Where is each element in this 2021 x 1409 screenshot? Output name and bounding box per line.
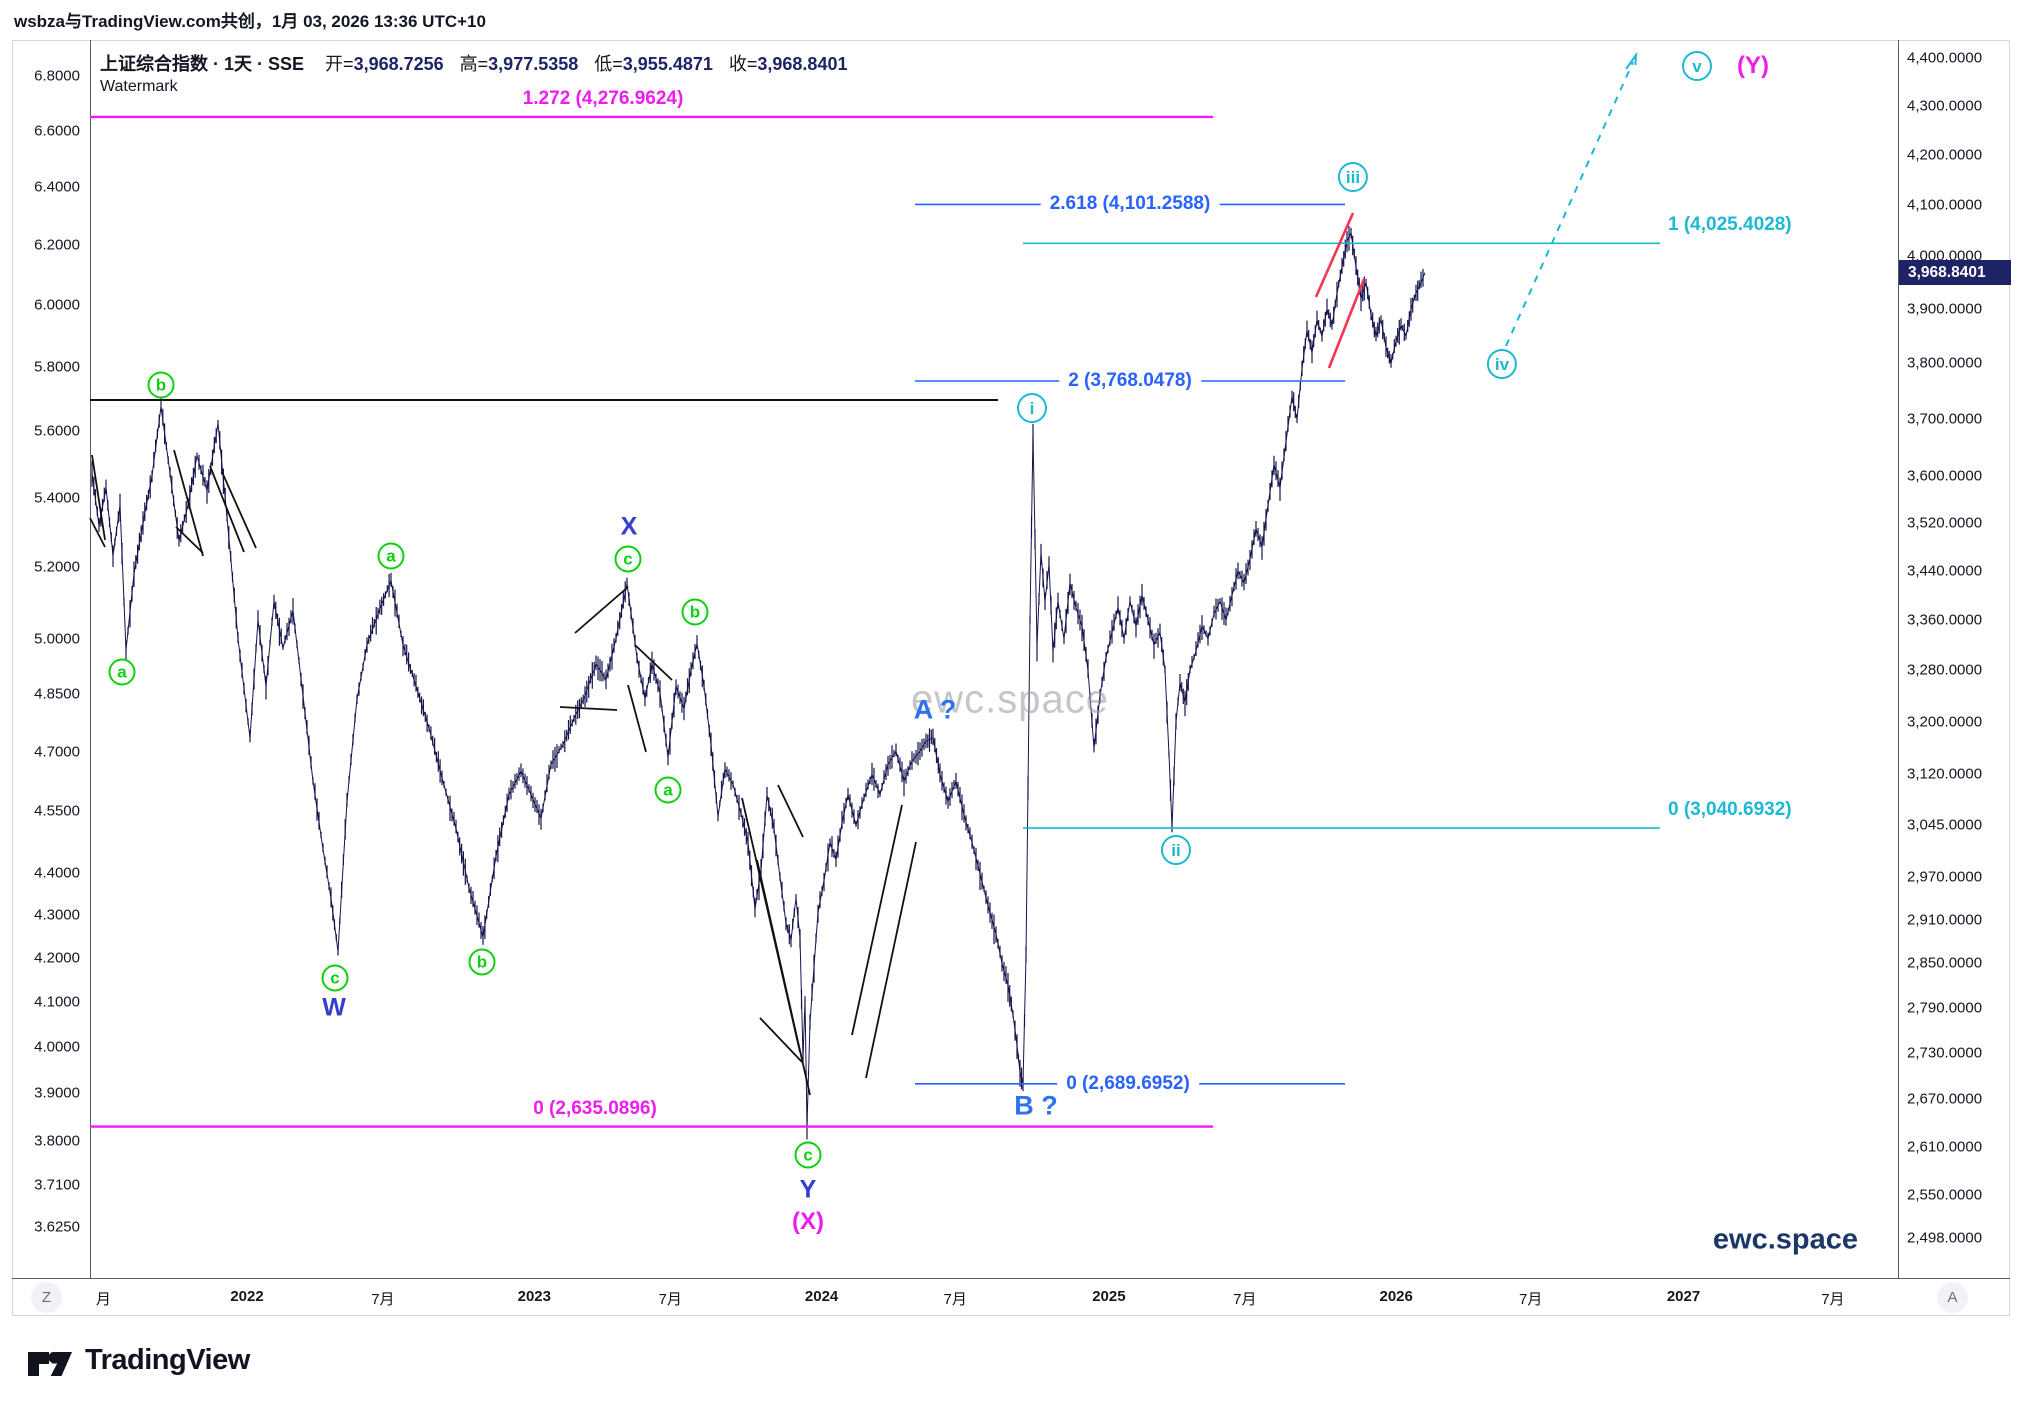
pattern-trendline[interactable] xyxy=(175,526,204,554)
chart-legend: 上证综合指数 · 1天 · SSE 开=3,968.7256 高=3,977.53… xyxy=(100,50,847,76)
pattern-trendline[interactable] xyxy=(173,449,204,557)
ohlc-field: 低=3,955.4871 xyxy=(594,54,713,74)
pattern-trendline[interactable] xyxy=(756,859,811,1096)
pattern-trendline[interactable] xyxy=(777,784,804,838)
pattern-trendline[interactable] xyxy=(221,471,257,549)
ohlc-field: 收=3,968.8401 xyxy=(728,54,848,74)
watermark-label: Watermark xyxy=(100,78,178,95)
red-channel-line[interactable] xyxy=(1327,278,1366,369)
pattern-trendline[interactable] xyxy=(209,465,245,553)
pattern-trendline[interactable] xyxy=(574,586,629,634)
pattern-trendline[interactable] xyxy=(759,1017,803,1063)
red-channel-line[interactable] xyxy=(1314,212,1355,298)
auto-scale-button[interactable]: A xyxy=(1937,1282,1968,1313)
pattern-trendline[interactable] xyxy=(91,454,106,541)
corner-watermark: ewc.space xyxy=(1712,1223,1858,1256)
pattern-trendline[interactable] xyxy=(627,684,647,753)
symbol-title: 上证综合指数 · 1天 · SSE xyxy=(100,54,305,74)
pattern-trendline[interactable] xyxy=(851,804,903,1036)
pattern-trendline[interactable] xyxy=(559,706,618,711)
pattern-trendline[interactable] xyxy=(865,841,917,1079)
ohlc-field: 高=3,977.5358 xyxy=(459,54,579,74)
price-series-line xyxy=(91,231,1426,1127)
z-scale-button[interactable]: Z xyxy=(31,1282,62,1313)
center-watermark: ewc.space xyxy=(911,677,1109,722)
ohlc-values: 开=3,968.7256 高=3,977.5358 低=3,955.4871 收=3,… xyxy=(309,54,847,74)
title-credit: wsbza与TradingView.com共创，1月 03, 2026 13:3… xyxy=(14,12,486,31)
tradingview-logo[interactable]: TradingView xyxy=(28,1344,250,1377)
price-series-bars xyxy=(91,226,1424,1140)
pattern-trendline[interactable] xyxy=(89,517,106,548)
projection-arrow[interactable] xyxy=(1505,61,1634,347)
chart-outer-border xyxy=(12,40,2010,1316)
ohlc-field: 开=3,968.7256 xyxy=(325,54,444,74)
tradingview-logo-text: TradingView xyxy=(85,1344,250,1376)
last-price-badge: 3,968.8401 xyxy=(1899,260,2011,286)
tradingview-logo-icon xyxy=(28,1351,72,1376)
pattern-trendline[interactable] xyxy=(634,644,673,681)
projection-arrowhead xyxy=(1625,51,1638,70)
